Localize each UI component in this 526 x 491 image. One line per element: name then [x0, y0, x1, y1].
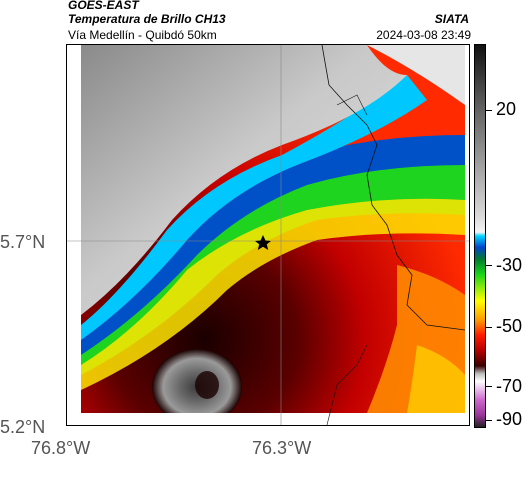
colorbar-tick-mark [486, 110, 492, 111]
colorbar-tick-mark [486, 265, 492, 266]
colorbar-tick-mark [486, 420, 492, 421]
colorbar-tick-label: -90 [496, 409, 523, 429]
star-icon [255, 235, 271, 250]
colorbar-tick-label: 20 [496, 99, 517, 119]
datetime-label: 2024-03-08 23:49 [376, 28, 471, 42]
colorbar-tick-label: -70 [496, 376, 523, 396]
product-title: Temperatura de Brillo CH13 [68, 12, 226, 26]
satellite-map[interactable] [66, 44, 470, 426]
admin-border [321, 45, 466, 331]
lat-label-5.2: 5.2°N [0, 417, 46, 437]
colorbar-tick-label: -30 [496, 255, 523, 275]
region-label: Vía Medellín - Quibdó 50km [68, 28, 217, 42]
colorbar-tick-label: -50 [496, 316, 523, 336]
lon-label-76.3: 76.3°W [252, 438, 312, 458]
satellite-name: GOES-EAST [68, 0, 139, 12]
lon-label-76.8: 76.8°W [31, 438, 91, 458]
map-image [67, 45, 469, 425]
colorbar-tick-mark [486, 386, 492, 387]
temperature-colorbar [474, 44, 486, 428]
organization-label: SIATA [434, 12, 469, 26]
lat-label-5.7: 5.7°N [0, 232, 46, 252]
colorbar-tick-mark [486, 327, 492, 328]
